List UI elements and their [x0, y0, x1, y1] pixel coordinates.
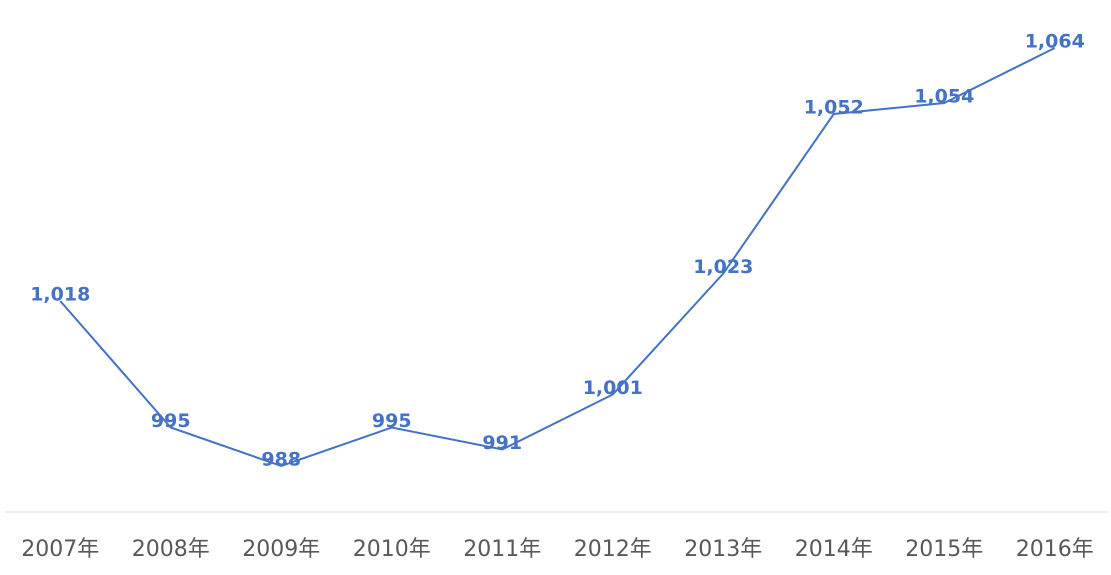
x-tick-label: 2011年: [463, 537, 541, 562]
data-label: 1,018: [30, 284, 90, 306]
data-label: 1,054: [914, 86, 974, 108]
x-tick-label: 2013年: [684, 537, 762, 562]
x-tick-label: 2014年: [795, 537, 873, 562]
x-tick-label: 2012年: [574, 537, 652, 562]
x-tick-label: 2008年: [132, 537, 210, 562]
data-label: 1,064: [1025, 31, 1085, 53]
x-tick-label: 2010年: [353, 537, 431, 562]
x-tick-label: 2009年: [242, 537, 320, 562]
data-label: 1,052: [804, 97, 864, 119]
x-tick-label: 2007年: [21, 537, 99, 562]
data-label: 1,023: [693, 256, 753, 278]
x-tick-label: 2016年: [1016, 537, 1094, 562]
data-label: 995: [372, 410, 412, 432]
data-label: 991: [482, 432, 522, 454]
data-label: 1,001: [583, 377, 643, 399]
data-label: 988: [261, 449, 301, 471]
data-label: 995: [151, 410, 191, 432]
x-tick-label: 2015年: [905, 537, 983, 562]
series-line: [59, 47, 1056, 468]
